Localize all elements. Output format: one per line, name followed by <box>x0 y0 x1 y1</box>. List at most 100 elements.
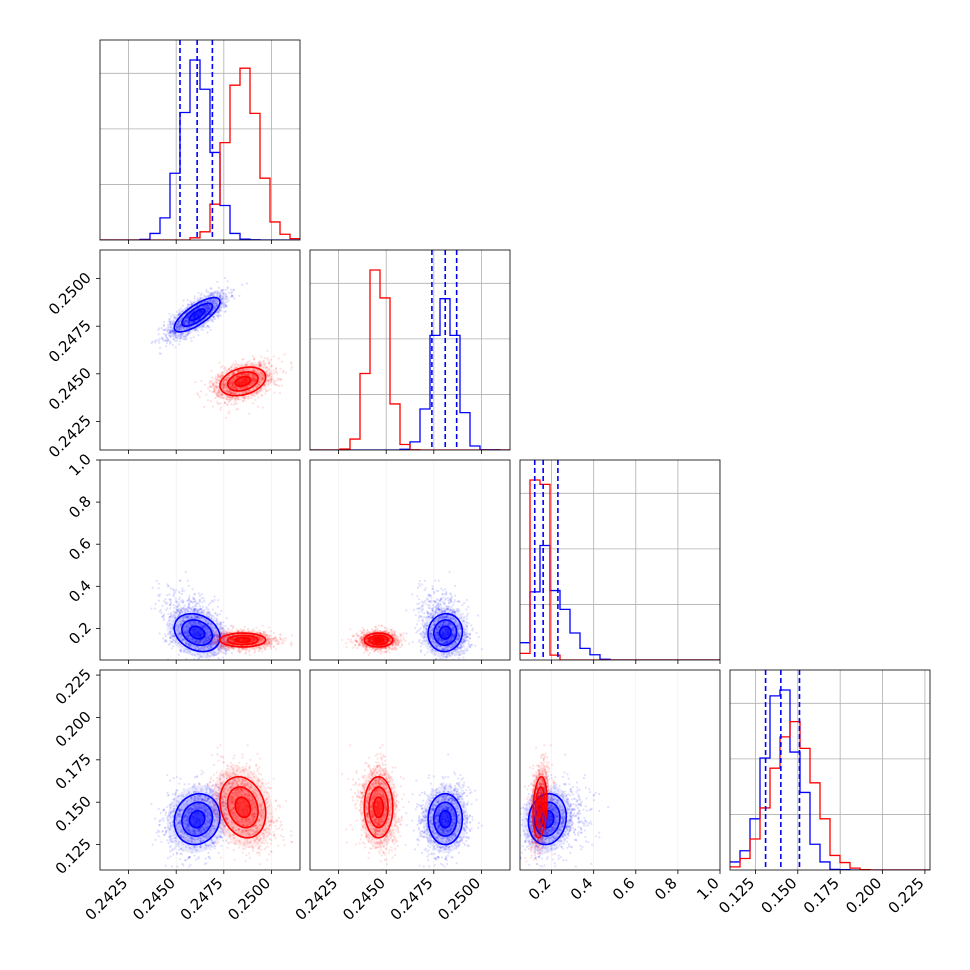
scatter-point <box>262 378 265 381</box>
scatter-point <box>165 623 169 626</box>
scatter-point <box>211 383 214 386</box>
scatter-point <box>251 376 254 380</box>
scatter-point <box>275 642 279 646</box>
scatter-point <box>198 599 201 602</box>
scatter-point <box>261 372 264 375</box>
scatter-point <box>219 293 222 297</box>
scatter-point <box>217 635 220 638</box>
scatter-point <box>177 319 180 323</box>
scatter-point <box>209 313 212 316</box>
scatter-point <box>205 326 208 329</box>
scatter-point <box>196 640 200 643</box>
scatter-point <box>251 377 254 380</box>
scatter-point <box>174 346 177 349</box>
scatter-point <box>216 633 219 636</box>
scatter-point <box>195 602 198 605</box>
scatter-point <box>254 379 257 382</box>
scatter-point <box>203 647 206 650</box>
scatter-panel-1-0 <box>96 249 301 454</box>
scatter-point <box>193 300 196 303</box>
scatter-point <box>162 600 165 603</box>
scatter-point <box>259 387 263 390</box>
scatter-point <box>230 652 234 655</box>
scatter-point <box>207 646 210 649</box>
scatter-point <box>221 298 225 301</box>
scatter-point <box>174 331 177 335</box>
scatter-point <box>282 369 285 373</box>
scatter-point <box>233 297 236 300</box>
scatter-point <box>166 326 170 329</box>
scatter-point <box>256 383 259 386</box>
scatter-point <box>180 327 183 330</box>
scatter-point <box>210 622 213 625</box>
scatter-point <box>262 384 266 387</box>
scatter-point <box>200 616 203 620</box>
scatter-point <box>186 610 190 613</box>
scatter-point <box>261 394 264 397</box>
scatter-point <box>215 640 219 643</box>
scatter-point <box>258 383 261 386</box>
scatter-point <box>169 603 172 606</box>
scatter-point <box>181 601 184 604</box>
scatter-point <box>193 661 195 663</box>
scatter-point <box>188 644 191 647</box>
scatter-point <box>164 635 168 638</box>
scatter-point <box>271 364 274 367</box>
scatter-point <box>212 634 216 638</box>
scatter-point <box>178 325 181 328</box>
scatter-point <box>217 395 220 398</box>
scatter-point <box>202 624 205 627</box>
scatter-point <box>275 383 279 387</box>
scatter-point <box>217 394 220 397</box>
scatter-point <box>270 365 273 368</box>
scatter-point <box>207 305 210 308</box>
scatter-point <box>219 294 222 297</box>
scatter-point <box>172 634 175 638</box>
scatter-point <box>228 391 232 394</box>
scatter-point <box>217 314 221 317</box>
scatter-point <box>221 656 225 659</box>
scatter-point <box>221 627 224 631</box>
scatter-point <box>204 322 207 325</box>
scatter-point <box>283 639 286 643</box>
scatter-point <box>235 375 239 379</box>
scatter-point <box>178 327 181 331</box>
scatter-point <box>185 642 189 645</box>
scatter-point <box>223 385 226 388</box>
scatter-point <box>219 294 222 298</box>
scatter-point <box>251 402 255 405</box>
scatter-point <box>232 403 235 407</box>
scatter-point <box>250 373 253 376</box>
scatter-point <box>207 295 210 299</box>
scatter-point <box>260 380 263 383</box>
scatter-point <box>231 379 235 382</box>
scatter-point <box>184 633 187 636</box>
scatter-point <box>198 326 201 329</box>
scatter-point <box>260 372 263 375</box>
scatter-point <box>160 615 164 619</box>
scatter-point <box>218 295 221 299</box>
scatter-point <box>169 334 172 337</box>
scatter-point <box>203 639 206 642</box>
scatter-point <box>187 634 190 638</box>
scatter-point <box>254 370 258 373</box>
scatter-point <box>279 637 282 641</box>
scatter-point <box>209 634 212 637</box>
scatter-point <box>169 326 172 329</box>
scatter-point <box>216 378 219 381</box>
scatter-point <box>190 621 193 625</box>
scatter-point <box>228 396 231 399</box>
scatter-point <box>185 316 188 319</box>
scatter-point <box>194 641 197 644</box>
scatter-point <box>196 323 199 326</box>
scatter-point <box>171 588 174 591</box>
scatter-point <box>186 321 190 324</box>
scatter-point <box>186 615 190 619</box>
scatter-point <box>201 328 205 331</box>
scatter-point <box>205 626 208 629</box>
scatter-point <box>218 623 222 626</box>
scatter-point <box>228 390 231 393</box>
hist-series-0 <box>310 298 510 450</box>
scatter-point <box>227 396 230 399</box>
scatter-point <box>220 290 223 293</box>
